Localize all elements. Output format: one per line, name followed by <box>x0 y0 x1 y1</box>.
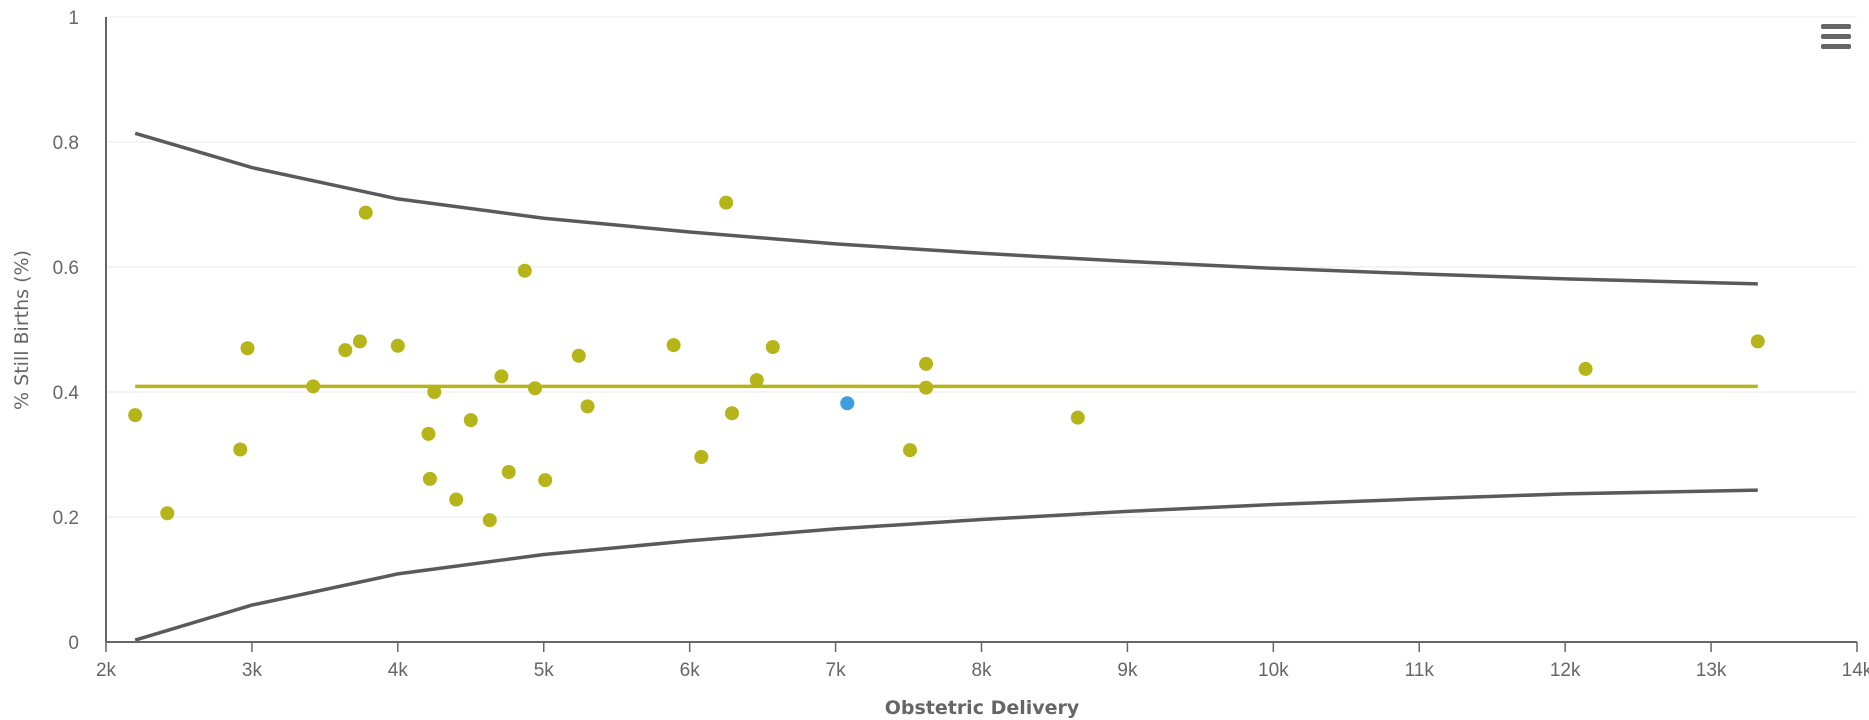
data-point <box>903 443 918 458</box>
data-point <box>358 205 373 220</box>
x-tick-label: 2k <box>96 660 117 681</box>
grid-lines <box>106 16 1857 518</box>
hamburger-menu-icon[interactable] <box>1818 22 1854 52</box>
data-points <box>128 195 1765 528</box>
data-point <box>421 426 436 441</box>
x-tick-label: 8k <box>971 660 992 681</box>
data-point <box>538 473 553 488</box>
x-tick-label: 12k <box>1550 660 1581 681</box>
x-tick-label: 4k <box>388 660 409 681</box>
data-point <box>765 340 780 354</box>
data-point <box>580 399 595 414</box>
menu-bar-bottom <box>1821 44 1851 49</box>
data-point <box>352 334 367 349</box>
data-point <box>1070 410 1085 425</box>
control-limits <box>134 131 1758 642</box>
data-point <box>306 379 321 394</box>
highlighted-data-point <box>840 396 855 411</box>
data-point <box>719 195 734 210</box>
x-tick-label: 9k <box>1117 660 1138 681</box>
axes <box>105 17 1858 652</box>
y-tick-label: 1 <box>68 8 79 29</box>
data-point <box>724 406 739 421</box>
data-point <box>449 492 464 507</box>
data-point <box>240 341 255 356</box>
lower-control-limit <box>134 488 1758 642</box>
data-point <box>919 380 934 395</box>
data-point <box>1578 361 1593 376</box>
y-tick-label: 0.8 <box>53 133 79 154</box>
data-point <box>494 369 509 384</box>
y-tick-label: 0 <box>68 633 79 654</box>
x-tick-label: 6k <box>680 660 701 681</box>
data-point <box>919 356 934 371</box>
data-point <box>694 450 709 464</box>
data-point <box>233 442 248 457</box>
data-point <box>666 338 681 353</box>
data-point <box>128 408 143 423</box>
data-point <box>517 263 532 278</box>
data-point <box>501 465 516 479</box>
data-point <box>571 348 586 363</box>
x-tick-label: 14k <box>1842 660 1869 681</box>
upper-control-limit <box>134 131 1758 286</box>
x-tick-label: 7k <box>826 660 847 681</box>
y-tick-label: 0.2 <box>53 508 79 529</box>
y-tick-label: 0.6 <box>53 258 79 279</box>
x-tick-label: 5k <box>534 660 555 681</box>
data-point <box>527 381 542 396</box>
data-point <box>482 513 497 528</box>
data-point <box>390 338 405 353</box>
x-tick-label: 3k <box>242 660 263 681</box>
data-point <box>427 385 442 399</box>
y-axis-title: % Still Births (%) <box>11 250 33 410</box>
data-point <box>160 506 175 521</box>
x-axis-title: Obstetric Delivery <box>885 697 1080 719</box>
menu-bar-top <box>1821 24 1851 29</box>
data-point <box>422 471 437 486</box>
data-point <box>749 373 764 388</box>
x-tick-label: 13k <box>1696 660 1727 681</box>
menu-bar-middle <box>1821 34 1851 39</box>
y-tick-label: 0.4 <box>53 383 80 404</box>
data-point <box>1750 334 1765 349</box>
x-tick-label: 11k <box>1405 660 1435 681</box>
x-tick-label: 10k <box>1258 660 1289 681</box>
data-point <box>338 343 353 358</box>
data-point <box>463 413 478 428</box>
